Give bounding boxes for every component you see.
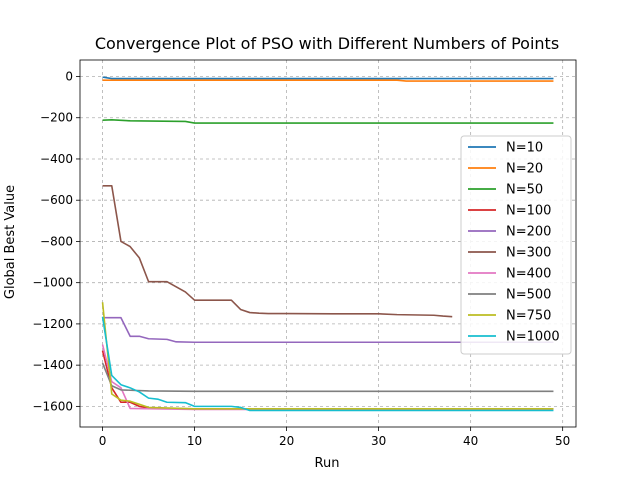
x-tick-label: 0: [99, 434, 107, 448]
series-line-n-20: [102, 79, 554, 82]
legend-label: N=50: [506, 183, 543, 198]
x-tick-label: 30: [371, 434, 386, 448]
x-tick-label: 40: [463, 434, 478, 448]
y-tick-label: −1400: [32, 358, 73, 372]
x-tick-label: 10: [187, 434, 202, 448]
plot-frame: [79, 59, 577, 428]
y-tick-label: 0: [65, 69, 73, 83]
legend-box: [460, 135, 572, 355]
legend-label: N=300: [506, 246, 551, 261]
x-axis-label: Run: [315, 456, 340, 471]
y-tick-label: −1600: [32, 399, 73, 413]
y-tick-label: −600: [40, 193, 73, 207]
legend-label: N=10: [506, 141, 543, 156]
series-line-n-200: [102, 316, 554, 344]
y-axis-label: Global Best Value: [3, 185, 18, 299]
y-tick-label: −800: [40, 234, 73, 248]
legend-label: N=400: [506, 267, 551, 282]
legend: N=10 N=20 N=50 N=100 N=200 N=300 N=400 N=500 N=7…: [460, 135, 572, 355]
legend-label: N=1000: [506, 330, 560, 345]
series-line-n-10: [102, 76, 554, 80]
y-tick-label: −400: [40, 152, 73, 166]
legend-label: N=500: [506, 288, 551, 303]
x-tick-label: 50: [555, 434, 570, 448]
y-tick-label: −1000: [32, 276, 73, 290]
axes: 0 10 20 30 40 50 0 −200 −400 −600 −800 −1000 −1200 −1…: [32, 59, 577, 448]
series-lines: [101, 76, 554, 412]
grid-lines: [80, 60, 576, 427]
legend-label: N=200: [506, 225, 551, 240]
legend-label: N=750: [506, 309, 551, 324]
series-line-n-50: [102, 118, 554, 124]
series-line-n-300: [102, 184, 453, 318]
x-tick-label: 20: [279, 434, 294, 448]
legend-label: N=20: [506, 162, 543, 177]
legend-label: N=100: [506, 204, 551, 219]
series-line-n-750: [101, 302, 554, 410]
series-line-n-1000: [101, 316, 554, 412]
y-tick-label: −200: [40, 111, 73, 125]
chart-title: Convergence Plot of PSO with Different N…: [95, 34, 559, 53]
y-tick-label: −1200: [32, 317, 73, 331]
